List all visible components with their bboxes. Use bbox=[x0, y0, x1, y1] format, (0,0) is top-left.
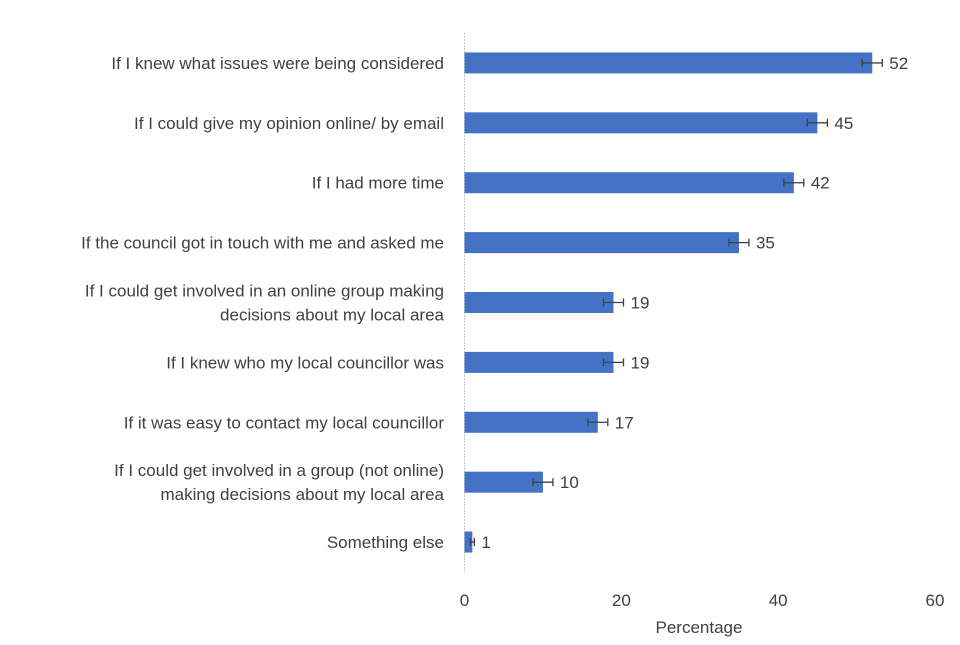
category-label: If I knew what issues were being conside… bbox=[111, 54, 444, 73]
data-label: 19 bbox=[630, 294, 649, 313]
category-label: If I had more time bbox=[312, 174, 444, 193]
x-tick-label: 40 bbox=[769, 591, 788, 610]
category-label: making decisions about my local area bbox=[161, 485, 445, 504]
data-label: 35 bbox=[756, 234, 775, 253]
category-label: If I could get involved in an online gro… bbox=[85, 282, 444, 301]
bar bbox=[464, 232, 739, 254]
x-tick-label: 60 bbox=[926, 591, 945, 610]
data-label: 1 bbox=[481, 533, 490, 552]
category-label: If the council got in touch with me and … bbox=[81, 234, 444, 253]
bar bbox=[464, 531, 473, 553]
category-label: If I knew who my local councillor was bbox=[166, 353, 444, 372]
bar bbox=[464, 292, 614, 313]
category-label: If I could give my opinion online/ by em… bbox=[134, 114, 444, 133]
x-axis-label: Percentage bbox=[656, 618, 743, 637]
category-label: Something else bbox=[327, 533, 444, 552]
category-label: If it was easy to contact my local counc… bbox=[124, 413, 445, 432]
data-label: 42 bbox=[811, 174, 830, 193]
category-label: decisions about my local area bbox=[220, 306, 445, 325]
x-tick-label: 20 bbox=[612, 591, 631, 610]
data-label: 10 bbox=[560, 473, 579, 492]
bar bbox=[464, 52, 873, 74]
x-tick-label: 0 bbox=[460, 591, 469, 610]
bar bbox=[464, 351, 614, 373]
bar bbox=[464, 411, 598, 433]
bar bbox=[464, 172, 794, 194]
bar bbox=[464, 112, 818, 134]
data-label: 52 bbox=[889, 54, 908, 73]
data-label: 45 bbox=[834, 114, 853, 133]
data-label: 17 bbox=[615, 413, 634, 432]
data-label: 19 bbox=[630, 353, 649, 372]
bar bbox=[464, 471, 543, 493]
category-label: If I could get involved in a group (not … bbox=[114, 461, 444, 480]
